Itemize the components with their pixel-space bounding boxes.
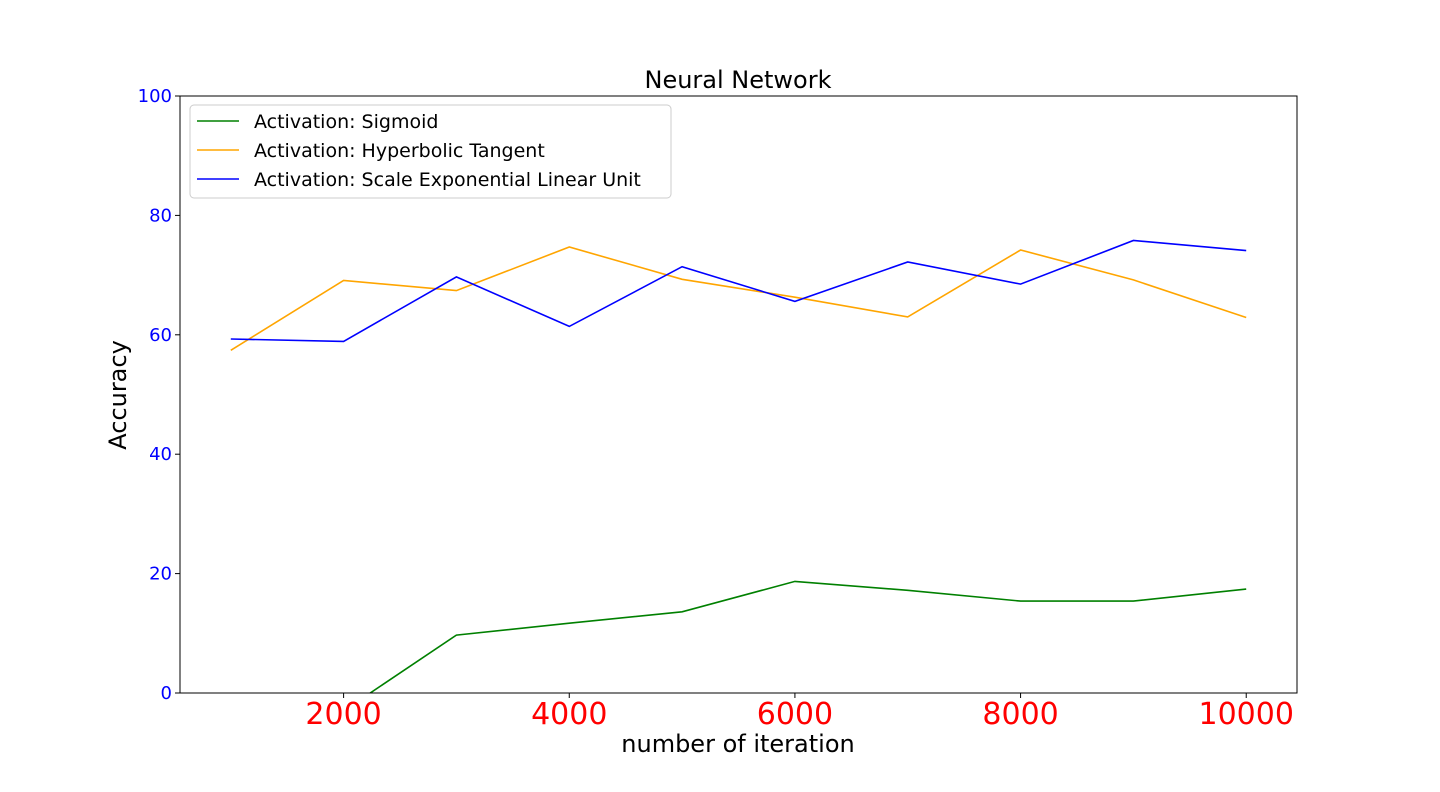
x-tick-label: 4000: [531, 697, 607, 732]
x-tick-label: 2000: [305, 697, 381, 732]
series-line-3: [230, 239, 1247, 343]
x-tick-label: 6000: [757, 697, 833, 732]
legend-label-2: Activation: Hyperbolic Tangent: [254, 140, 545, 162]
y-tick-label: 100: [138, 86, 172, 107]
x-tick-label: 8000: [982, 697, 1058, 732]
series-line-2: [230, 246, 1247, 351]
x-axis-label: number of iteration: [621, 730, 854, 758]
x-axis: 2000 4000 6000 8000 10000: [305, 693, 1294, 732]
y-tick-label: 40: [149, 444, 172, 465]
legend: Activation: Sigmoid Activation: Hyperboli…: [189, 104, 672, 199]
plot-frame: [179, 95, 1298, 694]
chart-title: Neural Network: [644, 66, 831, 94]
legend-label-1: Activation: Sigmoid: [254, 111, 438, 133]
y-tick-label: 60: [149, 325, 172, 346]
x-tick-label: 10000: [1199, 697, 1294, 732]
y-tick-label: 20: [149, 564, 172, 585]
y-axis: 0 20 40 60 80 100: [138, 86, 180, 704]
y-axis-label: Accuracy: [104, 340, 132, 450]
y-tick-label: 80: [149, 205, 172, 226]
legend-frame: [189, 104, 672, 199]
legend-label-3: Activation: Scale Exponential Linear Uni…: [254, 169, 641, 191]
series-line-1: [368, 580, 1247, 693]
y-tick-label: 0: [161, 683, 172, 704]
series-layer: [230, 239, 1247, 693]
